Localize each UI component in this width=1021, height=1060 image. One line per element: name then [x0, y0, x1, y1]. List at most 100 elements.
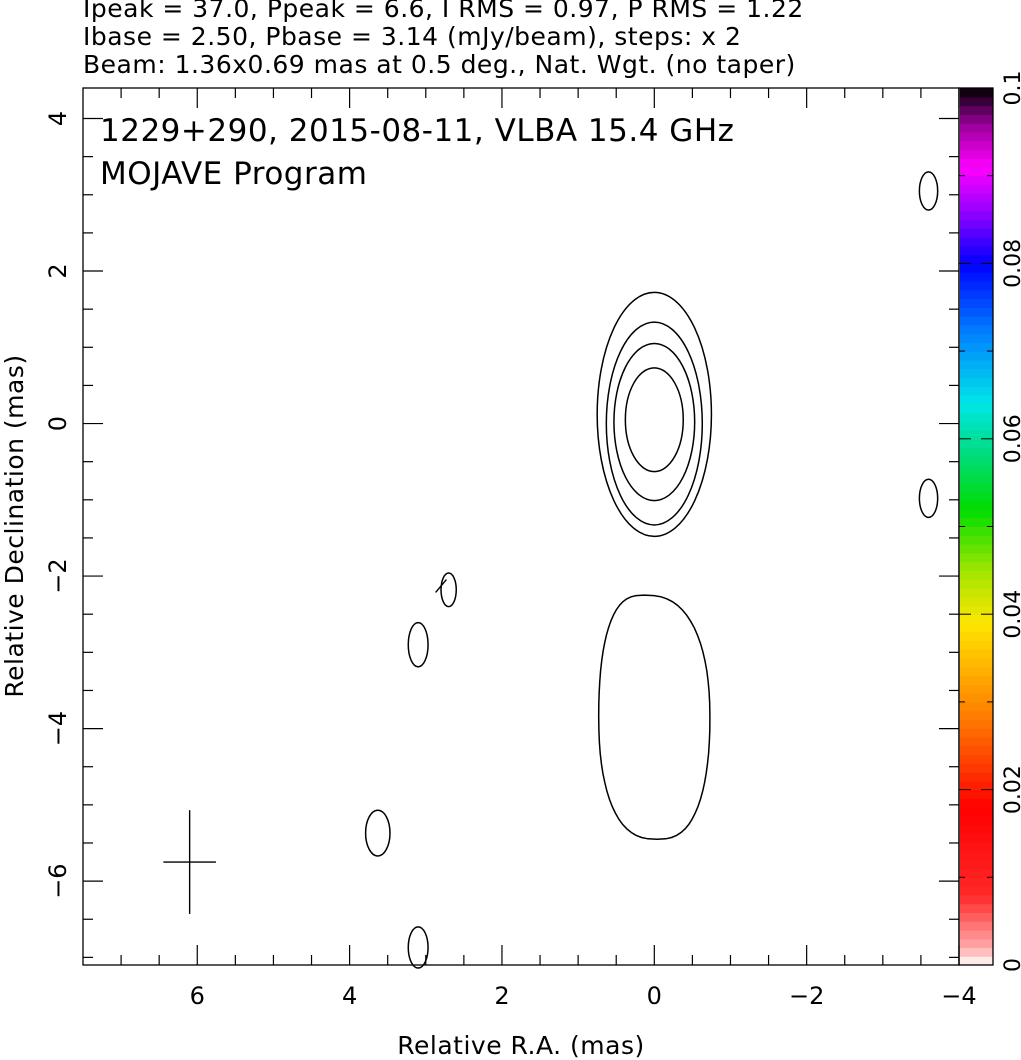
- colorbar-segment: [960, 640, 993, 650]
- plot-markers: [163, 579, 447, 914]
- core-contour: [605, 321, 704, 526]
- colorbar-segment: [960, 105, 993, 115]
- colorbar-segment: [960, 394, 993, 405]
- colorbar-segment: [960, 570, 993, 580]
- colorbar-segment: [960, 658, 993, 668]
- colorbar-segment: [960, 772, 993, 782]
- noise-contour: [918, 478, 939, 519]
- colorbar-segment: [960, 359, 993, 370]
- colorbar-segment: [960, 140, 993, 150]
- y-tick-label: −6: [44, 863, 72, 898]
- colorbar: [960, 88, 993, 966]
- colorbar-segment: [960, 947, 993, 957]
- noise-contour: [440, 572, 458, 608]
- jet-contour: [597, 594, 711, 840]
- core-contour: [624, 367, 685, 473]
- colorbar-segment: [960, 202, 993, 212]
- core-contour: [596, 291, 713, 538]
- noise-contour: [918, 171, 939, 211]
- colorbar-segment: [960, 351, 993, 361]
- colorbar-segment: [960, 386, 993, 396]
- colorbar-segment: [960, 219, 993, 229]
- colorbar-segment: [960, 438, 993, 449]
- y-tick-label: 4: [44, 111, 72, 126]
- colorbar-tick-label: 0.1: [1001, 71, 1021, 106]
- colorbar-segment: [960, 684, 993, 694]
- colorbar-segment: [960, 833, 993, 843]
- colorbar-segment: [960, 701, 993, 712]
- axis-ticks: [83, 88, 960, 965]
- colorbar-segment: [960, 123, 993, 133]
- y-tick-label: 2: [44, 263, 72, 278]
- colorbar-segment: [960, 263, 993, 273]
- colorbar-segment: [960, 886, 993, 896]
- header-line-beam: Beam: 1.36x0.69 mas at 0.5 deg., Nat. Wg…: [83, 50, 796, 79]
- colorbar-segment: [960, 622, 993, 633]
- noise-contour: [407, 926, 429, 969]
- colorbar-segment: [960, 815, 993, 826]
- colorbar-tick-label: 0.04: [1001, 590, 1021, 639]
- colorbar-tick-label: 0.02: [1001, 765, 1021, 814]
- colorbar-segment: [960, 877, 993, 887]
- header-line-peak: Ipeak = 37.0, Ppeak = 6.6, I RMS = 0.97,…: [83, 0, 804, 23]
- colorbar-segment: [960, 149, 993, 159]
- colorbar-segment: [960, 956, 993, 966]
- tick-labels: 6 4 2 0 −2 −4 4 2 0 −2 −4 −6: [44, 111, 977, 1010]
- x-tick-label: −4: [941, 982, 976, 1010]
- colorbar-segment: [960, 728, 993, 738]
- x-tick-label: 0: [647, 982, 662, 1010]
- colorbar-segment: [960, 745, 993, 756]
- x-axis-label: Relative R.A. (mas): [397, 1031, 644, 1060]
- colorbar-segment: [960, 938, 993, 949]
- colorbar-segment: [960, 605, 993, 615]
- colorbar-segment: [960, 254, 993, 264]
- y-tick-label: −4: [44, 711, 72, 746]
- colorbar-segment: [960, 166, 993, 177]
- colorbar-segment: [960, 403, 993, 414]
- colorbar-segment: [960, 333, 993, 343]
- colorbar-segment: [960, 579, 993, 589]
- colorbar-segment: [960, 561, 993, 571]
- colorbar-segment: [960, 280, 993, 291]
- colorbar-segment: [960, 666, 993, 677]
- x-tick-label: 6: [190, 982, 205, 1010]
- colorbar-segment: [960, 342, 993, 352]
- colorbar-segment: [960, 807, 993, 817]
- colorbar-segment: [960, 491, 993, 501]
- x-tick-label: 4: [342, 982, 357, 1010]
- colorbar-segment: [960, 921, 993, 931]
- noise-contour: [364, 809, 391, 857]
- colorbar-segment: [960, 289, 993, 300]
- y-tick-label: −2: [44, 558, 72, 593]
- colorbar-segment: [960, 307, 993, 317]
- colorbar-segment: [960, 184, 993, 194]
- colorbar-segment: [960, 421, 993, 431]
- colorbar-tick-label: 0.06: [1001, 414, 1021, 463]
- colorbar-segment: [960, 675, 993, 685]
- colorbar-segment: [960, 368, 993, 379]
- colorbar-segment: [960, 210, 993, 221]
- colorbar-segment: [960, 96, 993, 107]
- colorbar-segment: [960, 789, 993, 799]
- colorbar-ticks: 0 0.02 0.04 0.06 0.08 0.1: [959, 71, 1021, 972]
- colorbar-segment: [960, 824, 993, 835]
- x-tick-label: 2: [494, 982, 509, 1010]
- y-axis-label: Relative Declination (mas): [0, 354, 29, 697]
- colorbar-segment: [960, 614, 993, 624]
- colorbar-segment: [960, 544, 993, 554]
- colorbar-segment: [960, 649, 993, 659]
- colorbar-segment: [960, 719, 993, 729]
- plot-frame: [82, 87, 960, 966]
- colorbar-tick-label: 0: [1001, 958, 1021, 972]
- colorbar-segment: [960, 272, 993, 282]
- colorbar-segment: [960, 903, 993, 913]
- colorbar-segment: [960, 114, 993, 124]
- colorbar-segment: [960, 754, 993, 764]
- x-tick-label: −2: [789, 982, 824, 1010]
- chart-title: 1229+290, 2015-08-11, VLBA 15.4 GHz: [100, 113, 734, 149]
- colorbar-segment: [960, 780, 993, 791]
- colorbar-segment: [960, 631, 993, 642]
- colorbar-segment: [960, 193, 993, 203]
- contour-lines: [364, 171, 939, 969]
